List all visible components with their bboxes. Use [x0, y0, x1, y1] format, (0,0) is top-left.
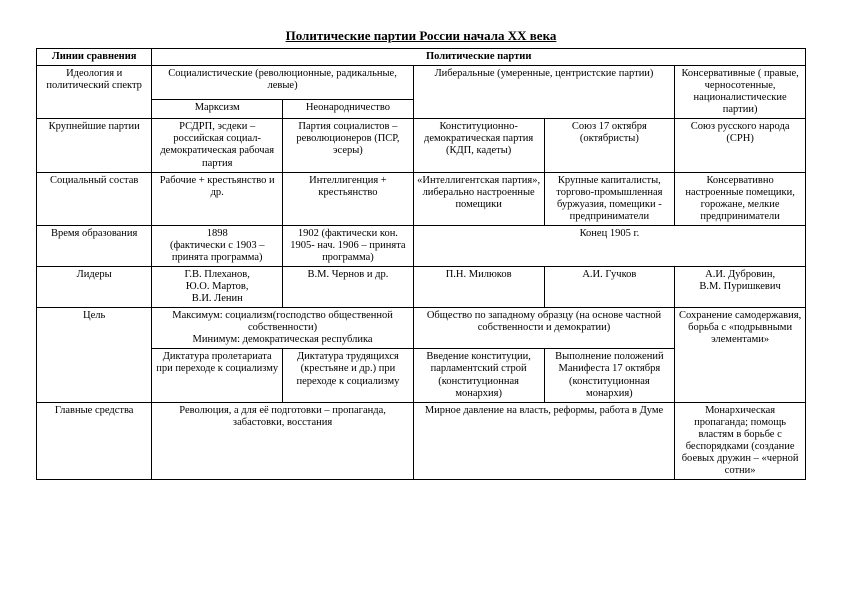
cell-liberal: Либеральные (умеренные, центристские пар… [413, 66, 674, 119]
table-row: Время образования 1898(фактически с 1903… [37, 225, 806, 266]
page-title: Политические партии России начала XX век… [36, 28, 806, 44]
cell: 1898(фактически с 1903 – принята програм… [152, 225, 283, 266]
cell: Конец 1905 г. [413, 225, 805, 266]
table-row: Идеология и политический спектр Социалис… [37, 66, 806, 100]
cell: Союз 17 октября (октябристы) [544, 119, 675, 172]
row-label-means: Главные средства [37, 402, 152, 479]
table-row: Социальный состав Рабочие + крестьянство… [37, 172, 806, 225]
row-label-leaders: Лидеры [37, 267, 152, 308]
cell-marxism: Марксизм [152, 99, 283, 119]
cell-neonarod: Неонародничество [283, 99, 414, 119]
table-row: Крупнейшие партии РСДРП, эсдеки – россий… [37, 119, 806, 172]
cell: Монархическая пропаганда; помощь властям… [675, 402, 806, 479]
cell: Революция, а для её подготовки – пропага… [152, 402, 413, 479]
cell-socialist: Социалистические (революционные, радикал… [152, 66, 413, 100]
table-row: Главные средства Революция, а для её под… [37, 402, 806, 479]
header-parties: Политические партии [152, 49, 806, 66]
cell: А.И. Дубровин,В.М. Пуришкевич [675, 267, 806, 308]
row-label-ideology: Идеология и политический спектр [37, 66, 152, 119]
header-lines: Линии сравнения [37, 49, 152, 66]
cell: Общество по западному образцу (на основе… [413, 308, 674, 349]
table-row: Линии сравнения Политические партии [37, 49, 806, 66]
cell: Мирное давление на власть, реформы, рабо… [413, 402, 674, 479]
parties-table: Линии сравнения Политические партии Идео… [36, 48, 806, 480]
cell: А.И. Гучков [544, 267, 675, 308]
table-row: Лидеры Г.В. Плеханов,Ю.О. Мартов,В.И. Ле… [37, 267, 806, 308]
cell: Союз русского народа (СРН) [675, 119, 806, 172]
row-label-social: Социальный состав [37, 172, 152, 225]
cell: Партия социалистов – революционеров (ПСР… [283, 119, 414, 172]
cell: Максимум: социализм(господство обществен… [152, 308, 413, 349]
cell: «Интеллигентская партия», либерально нас… [413, 172, 544, 225]
cell: Г.В. Плеханов,Ю.О. Мартов,В.И. Ленин [152, 267, 283, 308]
row-label-time: Время образования [37, 225, 152, 266]
cell: РСДРП, эсдеки – российская социал-демокр… [152, 119, 283, 172]
cell: Диктатура пролетариата при переходе к со… [152, 349, 283, 402]
row-label-major: Крупнейшие партии [37, 119, 152, 172]
cell: Рабочие + крестьянство и др. [152, 172, 283, 225]
cell: Крупные капиталисты, торгово-промышленна… [544, 172, 675, 225]
table-row: Цель Максимум: социализм(господство обще… [37, 308, 806, 349]
cell: Диктатура трудящихся (крестьяне и др.) п… [283, 349, 414, 402]
cell: В.М. Чернов и др. [283, 267, 414, 308]
cell: Конституционно-демократическая партия (К… [413, 119, 544, 172]
cell: Введение конституции, парламентский стро… [413, 349, 544, 402]
row-label-goal: Цель [37, 308, 152, 402]
cell: 1902 (фактически кон. 1905- нач. 1906 – … [283, 225, 414, 266]
cell-conservative: Консервативные ( правые, черносотенные, … [675, 66, 806, 119]
cell: Сохранение самодержавия, борьба с «подры… [675, 308, 806, 402]
cell: Выполнение положений Манифеста 17 октябр… [544, 349, 675, 402]
cell: Консервативно настроенные помещики, горо… [675, 172, 806, 225]
cell: Интеллигенция + крестьянство [283, 172, 414, 225]
cell: П.Н. Милюков [413, 267, 544, 308]
